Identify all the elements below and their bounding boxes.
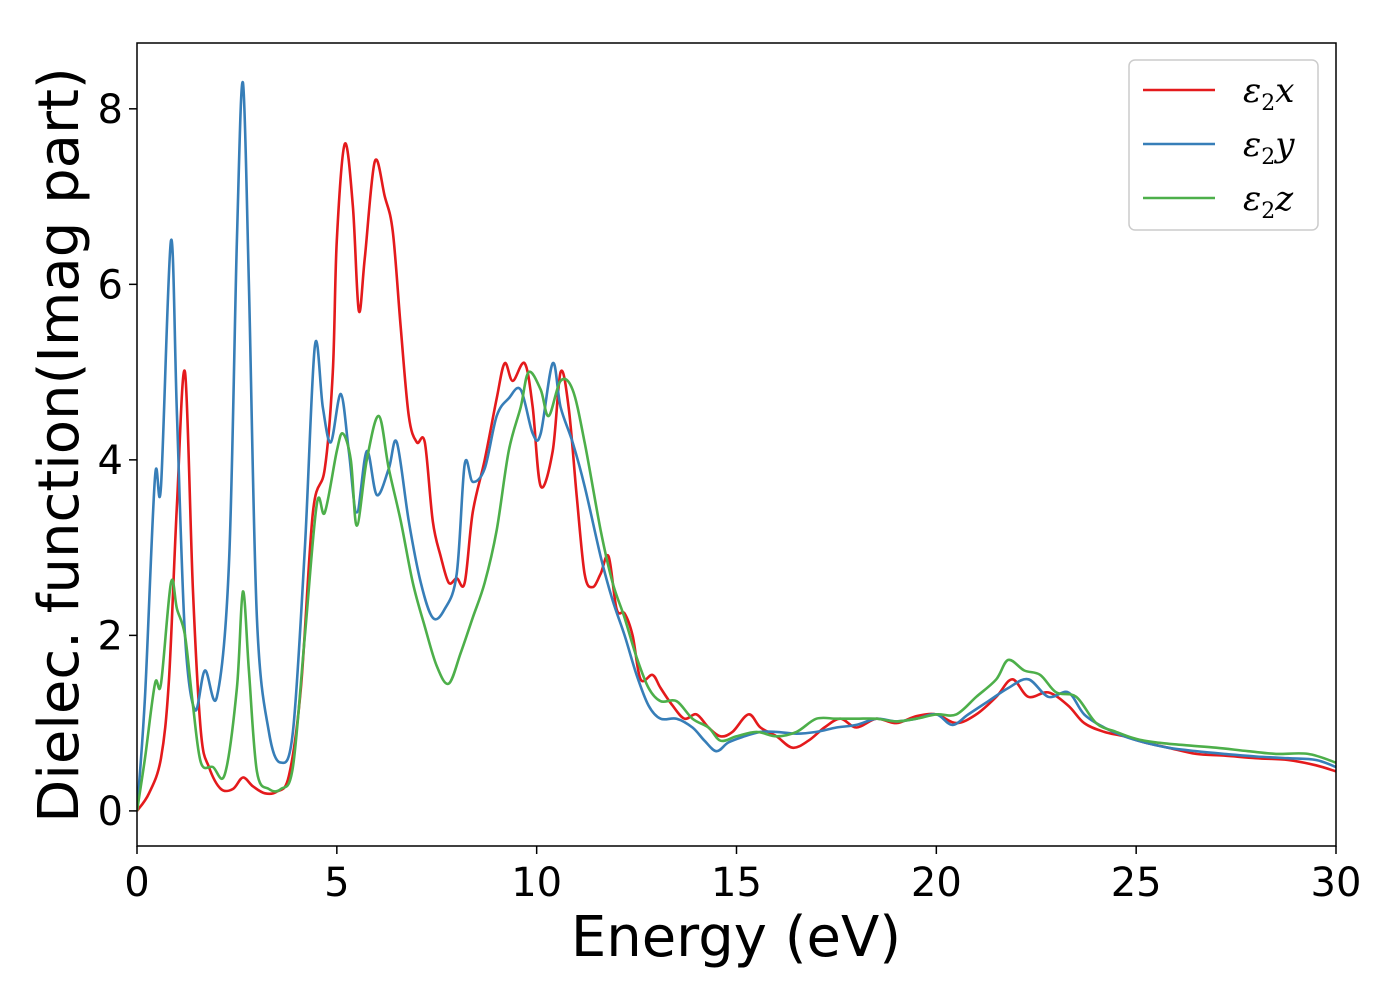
y-tick-label: 8 bbox=[98, 87, 123, 133]
x-tick-label: 30 bbox=[1311, 860, 1362, 906]
y-tick-label: 0 bbox=[98, 789, 123, 835]
series-line-z bbox=[137, 370, 1336, 812]
x-tick-label: 20 bbox=[911, 860, 962, 906]
plot-frame bbox=[136, 42, 1337, 847]
y-axis-ticks: 0 2 4 6 8 bbox=[98, 87, 137, 835]
series-layer bbox=[137, 81, 1336, 812]
legend-label-z: ε2z bbox=[1243, 179, 1294, 224]
x-tick-label: 25 bbox=[1111, 860, 1162, 906]
x-axis-ticks: 0 5 10 15 20 25 30 bbox=[124, 846, 1361, 906]
legend-label-y: ε2y bbox=[1243, 125, 1295, 170]
x-tick-label: 5 bbox=[324, 860, 349, 906]
y-tick-label: 2 bbox=[98, 613, 123, 659]
y-axis-label: Dielec. function(Imag part) bbox=[27, 67, 92, 823]
series-line-x bbox=[137, 142, 1336, 812]
x-tick-label: 0 bbox=[124, 860, 149, 906]
legend-label-x: ε2x bbox=[1243, 71, 1294, 116]
y-tick-label: 6 bbox=[98, 262, 123, 308]
x-axis-label: Energy (eV) bbox=[571, 905, 901, 970]
legend: ε2x ε2y ε2z bbox=[1128, 59, 1319, 231]
x-tick-label: 10 bbox=[511, 860, 562, 906]
y-tick-label: 4 bbox=[98, 438, 123, 484]
series-line-y bbox=[137, 81, 1336, 811]
x-tick-label: 15 bbox=[711, 860, 762, 906]
legend-box bbox=[1128, 59, 1319, 231]
